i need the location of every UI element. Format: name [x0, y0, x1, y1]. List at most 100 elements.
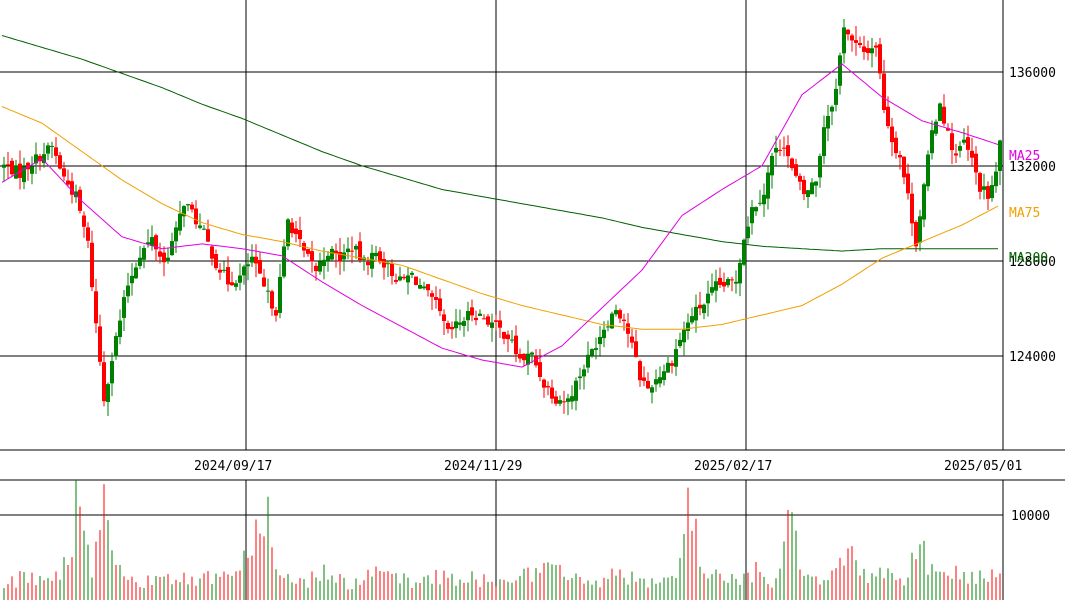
- candle-body: [610, 313, 614, 329]
- candle-body: [354, 245, 358, 250]
- candle-body: [706, 293, 710, 304]
- candle-body: [194, 208, 198, 225]
- candle-body: [638, 361, 642, 381]
- candle-body: [726, 278, 730, 286]
- candle-body: [262, 277, 266, 287]
- candle-body: [630, 336, 634, 343]
- candle-body: [862, 46, 866, 52]
- candle-body: [694, 306, 698, 321]
- candle-body: [206, 229, 210, 242]
- candle-body: [678, 339, 682, 347]
- candle-body: [458, 322, 462, 325]
- candle-body: [754, 207, 758, 212]
- candle-body: [918, 216, 922, 243]
- candle-body: [266, 290, 270, 292]
- candle-body: [46, 145, 50, 154]
- candle-body: [130, 275, 134, 284]
- date-tick-label: 2025/05/01: [944, 459, 1022, 474]
- candle-body: [898, 154, 902, 158]
- candle-body: [482, 318, 486, 320]
- candle-body: [514, 335, 518, 355]
- candle-body: [338, 251, 342, 262]
- candle-body: [518, 354, 522, 359]
- price-tick-label: 124000: [1009, 350, 1056, 365]
- candle-body: [618, 310, 622, 319]
- candle-body: [174, 227, 178, 242]
- candle-body: [254, 256, 258, 264]
- date-tick-label: 2024/11/29: [444, 459, 522, 474]
- candle-body: [866, 48, 870, 53]
- date-axis: 2024/09/17 2024/11/29 2025/02/17 2025/05…: [0, 459, 1065, 481]
- candle-body: [366, 261, 370, 266]
- candle-body: [710, 287, 714, 293]
- candle-body: [62, 168, 66, 177]
- candle-body: [914, 221, 918, 247]
- candle-body: [386, 263, 390, 265]
- candle-body: [202, 228, 206, 230]
- candle-body: [218, 269, 222, 273]
- candle-body: [318, 261, 322, 272]
- candle-body: [26, 162, 30, 170]
- candlesticks: [2, 19, 1002, 417]
- ma200-line: [1, 35, 998, 252]
- candle-body: [666, 362, 670, 373]
- candle-body: [542, 379, 546, 388]
- candle-body: [102, 362, 106, 402]
- candle-body: [290, 222, 294, 234]
- candle-body: [282, 246, 286, 277]
- candle-body: [410, 272, 414, 275]
- candle-body: [494, 320, 498, 322]
- candle-body: [922, 184, 926, 220]
- candle-body: [114, 336, 118, 357]
- candle-body: [70, 181, 74, 195]
- candle-body: [322, 259, 326, 267]
- candle-body: [342, 252, 346, 260]
- candle-body: [938, 103, 942, 121]
- candle-body: [278, 276, 282, 313]
- candle-body: [894, 137, 898, 154]
- candle-body: [358, 241, 362, 261]
- candle-body: [650, 387, 654, 393]
- candle-body: [222, 269, 226, 271]
- price-tick-label: 136000: [1009, 66, 1056, 81]
- volume-bars: [3, 480, 1001, 600]
- candle-body: [14, 165, 18, 179]
- ma200-label: MA200: [1009, 251, 1048, 266]
- candle-body: [470, 307, 474, 316]
- candle-body: [534, 356, 538, 366]
- candle-body: [978, 173, 982, 192]
- candle-body: [674, 349, 678, 367]
- candle-body: [682, 329, 686, 343]
- candle-body: [830, 106, 834, 112]
- candle-body: [566, 398, 570, 402]
- candle-body: [622, 319, 626, 321]
- price-tick-label: 128000: [1009, 255, 1056, 270]
- candle-body: [90, 242, 94, 288]
- candle-body: [374, 252, 378, 257]
- candle-body: [590, 349, 594, 356]
- candle-body: [474, 317, 478, 321]
- candle-body: [962, 139, 966, 143]
- candle-body: [550, 387, 554, 399]
- candle-body: [854, 40, 858, 43]
- candle-body: [450, 326, 454, 330]
- candle-body: [762, 194, 766, 205]
- volume-tick-label: 10000: [1011, 509, 1050, 524]
- candle-body: [990, 185, 994, 199]
- candle-body: [178, 213, 182, 231]
- candle-body: [258, 260, 262, 274]
- candle-body: [974, 153, 978, 173]
- candle-body: [50, 145, 54, 147]
- candle-body: [510, 339, 514, 341]
- candle-body: [878, 44, 882, 74]
- candle-body: [78, 189, 82, 211]
- candle-body: [394, 279, 398, 282]
- candle-body: [810, 182, 814, 195]
- candle-body: [546, 386, 550, 388]
- candle-body: [230, 282, 234, 286]
- candle-body: [786, 145, 790, 157]
- candle-body: [490, 322, 494, 328]
- candle-body: [790, 158, 794, 169]
- candle-body: [442, 314, 446, 322]
- candle-body: [626, 323, 630, 334]
